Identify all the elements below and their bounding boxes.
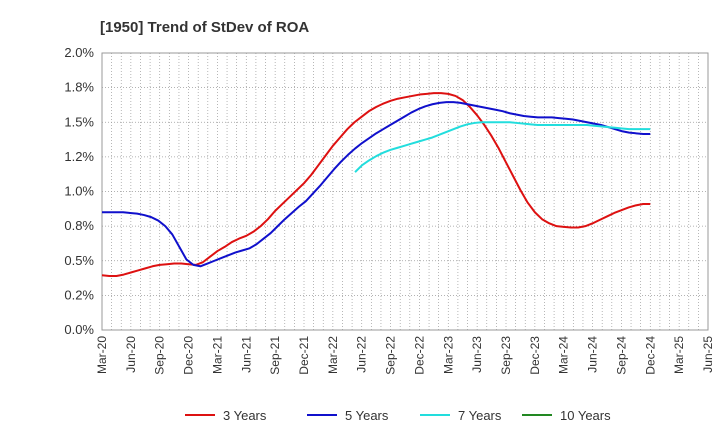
x-tick-label: Mar-25	[672, 336, 686, 374]
plot-border	[101, 52, 709, 331]
x-tick-label: Mar-21	[210, 336, 224, 374]
x-tick-label: Jun-20	[124, 336, 138, 373]
y-tick-label: 0.0%	[64, 322, 94, 337]
legend-label: 10 Years	[560, 408, 611, 423]
x-tick-label: Dec-21	[297, 336, 311, 375]
y-tick-label: 1.0%	[64, 184, 94, 199]
x-tick-label: Sep-22	[384, 336, 398, 375]
x-axis: Mar-20 Jun-20 Sep-20 Dec-20 Mar-21 Jun-21 Sep-…	[95, 336, 715, 375]
y-axis: 0.0% 0.2% 0.5% 0.8% 1.0% 1.2% 1.5% 1.8% 2.0%	[64, 45, 94, 337]
chart-title: [1950] Trend of StDev of ROA	[100, 19, 309, 36]
y-tick-label: 1.8%	[64, 80, 94, 95]
x-tick-label: Sep-20	[153, 336, 167, 375]
x-tick-label: Sep-21	[268, 336, 282, 375]
series-line-7-years	[354, 121, 651, 173]
series-layer	[101, 92, 651, 277]
legend-label: 3 Years	[223, 408, 267, 423]
x-tick-label: Sep-23	[499, 336, 513, 375]
x-tick-label: Dec-24	[643, 336, 657, 375]
x-tick-label: Mar-22	[326, 336, 340, 374]
legend-label: 5 Years	[345, 408, 389, 423]
x-tick-label: Jun-23	[470, 336, 484, 373]
x-tick-label: Sep-24	[614, 336, 628, 375]
series-line-5-years	[102, 101, 651, 268]
x-tick-label: Dec-20	[182, 336, 196, 375]
x-tick-label: Jun-25	[701, 336, 715, 373]
x-tick-label: Mar-24	[557, 336, 571, 374]
x-tick-label: Jun-24	[586, 336, 600, 373]
plot-area	[101, 52, 709, 331]
x-tick-label: Dec-23	[528, 336, 542, 375]
legend: 3 Years 5 Years 7 Years 10 Years	[185, 408, 611, 423]
y-tick-label: 2.0%	[64, 45, 94, 60]
y-tick-label: 1.5%	[64, 114, 94, 129]
y-tick-label: 1.2%	[64, 149, 94, 164]
x-tick-label: Mar-23	[441, 336, 455, 374]
y-tick-label: 0.8%	[64, 218, 94, 233]
x-tick-label: Dec-22	[412, 336, 426, 375]
x-tick-label: Jun-22	[355, 336, 369, 373]
x-tick-label: Mar-20	[95, 336, 109, 374]
y-tick-label: 0.5%	[64, 253, 94, 268]
x-tick-label: Jun-21	[239, 336, 253, 373]
legend-label: 7 Years	[458, 408, 502, 423]
y-tick-label: 0.2%	[64, 287, 94, 302]
